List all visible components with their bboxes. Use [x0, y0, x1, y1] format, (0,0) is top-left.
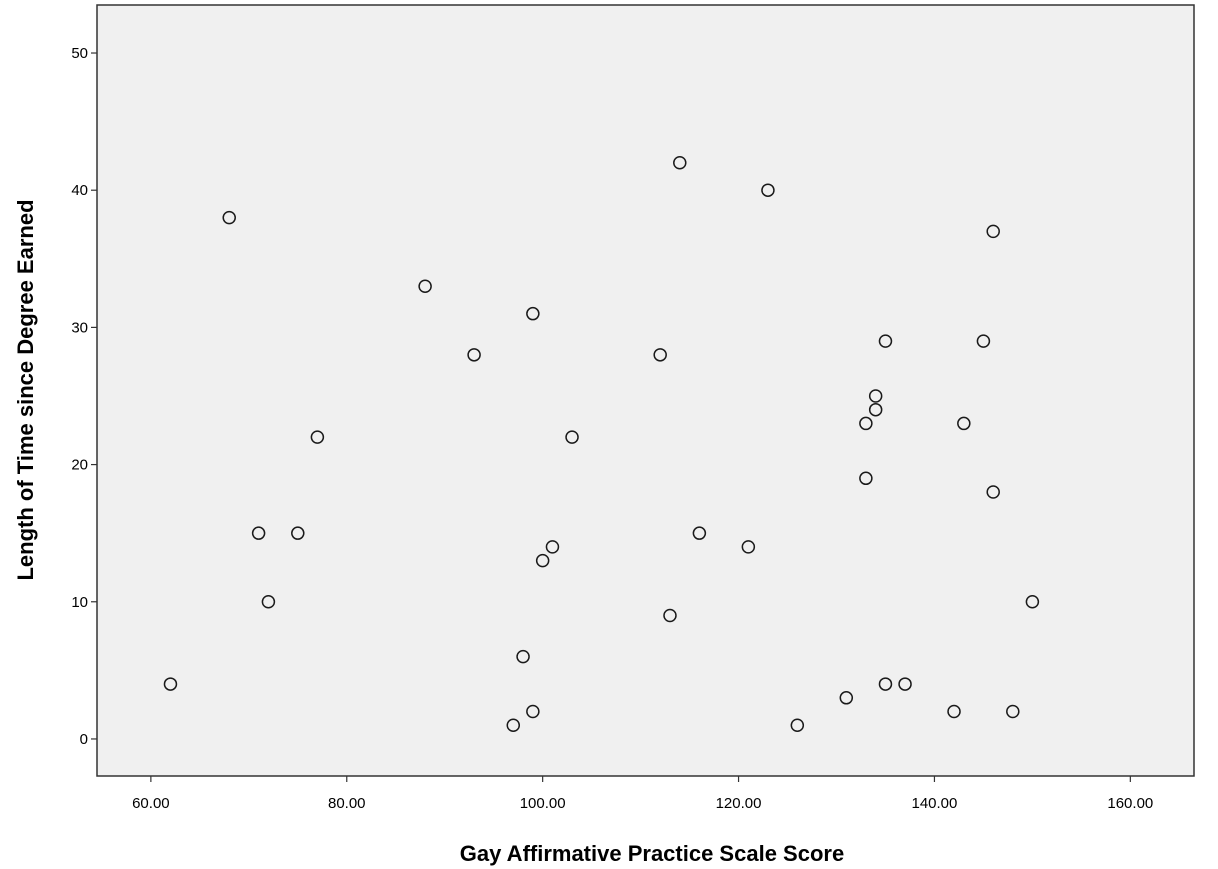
data-point	[261, 595, 276, 609]
x-tick-label: 140.00	[911, 795, 957, 812]
data-point	[565, 430, 579, 444]
data-point	[545, 540, 560, 554]
data-point	[663, 608, 677, 623]
data-point	[868, 389, 883, 403]
y-tick-label: 40	[71, 182, 88, 199]
data-point	[1025, 595, 1040, 609]
data-point	[741, 540, 756, 554]
x-tick-label: 60.00	[132, 795, 170, 812]
y-tick-label: 0	[80, 731, 88, 748]
data-point	[467, 348, 481, 362]
data-point	[976, 334, 991, 348]
data-point	[516, 649, 530, 664]
y-axis-title: Length of Time since Degree Earned	[13, 199, 38, 580]
data-point	[526, 306, 540, 321]
data-point	[868, 402, 883, 417]
data-point	[1006, 704, 1020, 719]
data-point	[673, 156, 687, 170]
data-point	[859, 471, 873, 486]
x-tick-label: 100.00	[520, 795, 566, 812]
x-tick-label: 80.00	[328, 795, 366, 812]
data-point	[526, 704, 540, 719]
data-point	[986, 485, 1000, 499]
data-point	[506, 718, 521, 732]
data-point	[418, 279, 432, 293]
y-tick-label: 10	[71, 594, 88, 611]
x-tick-label: 120.00	[716, 795, 762, 812]
data-point	[878, 334, 893, 348]
x-axis-title: Gay Affirmative Practice Scale Score	[460, 841, 844, 866]
data-point	[957, 416, 971, 431]
y-tick-label: 30	[71, 319, 88, 336]
data-point	[790, 718, 805, 732]
data-point	[535, 553, 550, 568]
y-tick-label: 20	[71, 457, 88, 474]
y-tick-label: 50	[71, 45, 88, 62]
data-point	[761, 183, 775, 197]
data-point	[692, 526, 707, 540]
data-point	[986, 224, 1000, 239]
data-point	[222, 210, 236, 225]
data-point	[291, 526, 305, 540]
data-points	[163, 156, 1040, 732]
data-point	[310, 430, 325, 444]
x-tick-label: 160.00	[1107, 795, 1153, 812]
data-point	[163, 677, 178, 691]
data-point	[878, 677, 893, 691]
data-point	[947, 704, 961, 719]
data-point	[653, 348, 667, 362]
data-point	[251, 526, 266, 540]
y-axis: 0 10 20 30 40 50	[71, 45, 97, 748]
data-point	[859, 416, 873, 431]
data-point	[898, 677, 912, 691]
plot-area	[96, 4, 1195, 777]
data-point	[839, 691, 854, 705]
x-axis: 60.00 80.00 100.00 120.00 140.00 160.00	[132, 776, 1153, 812]
